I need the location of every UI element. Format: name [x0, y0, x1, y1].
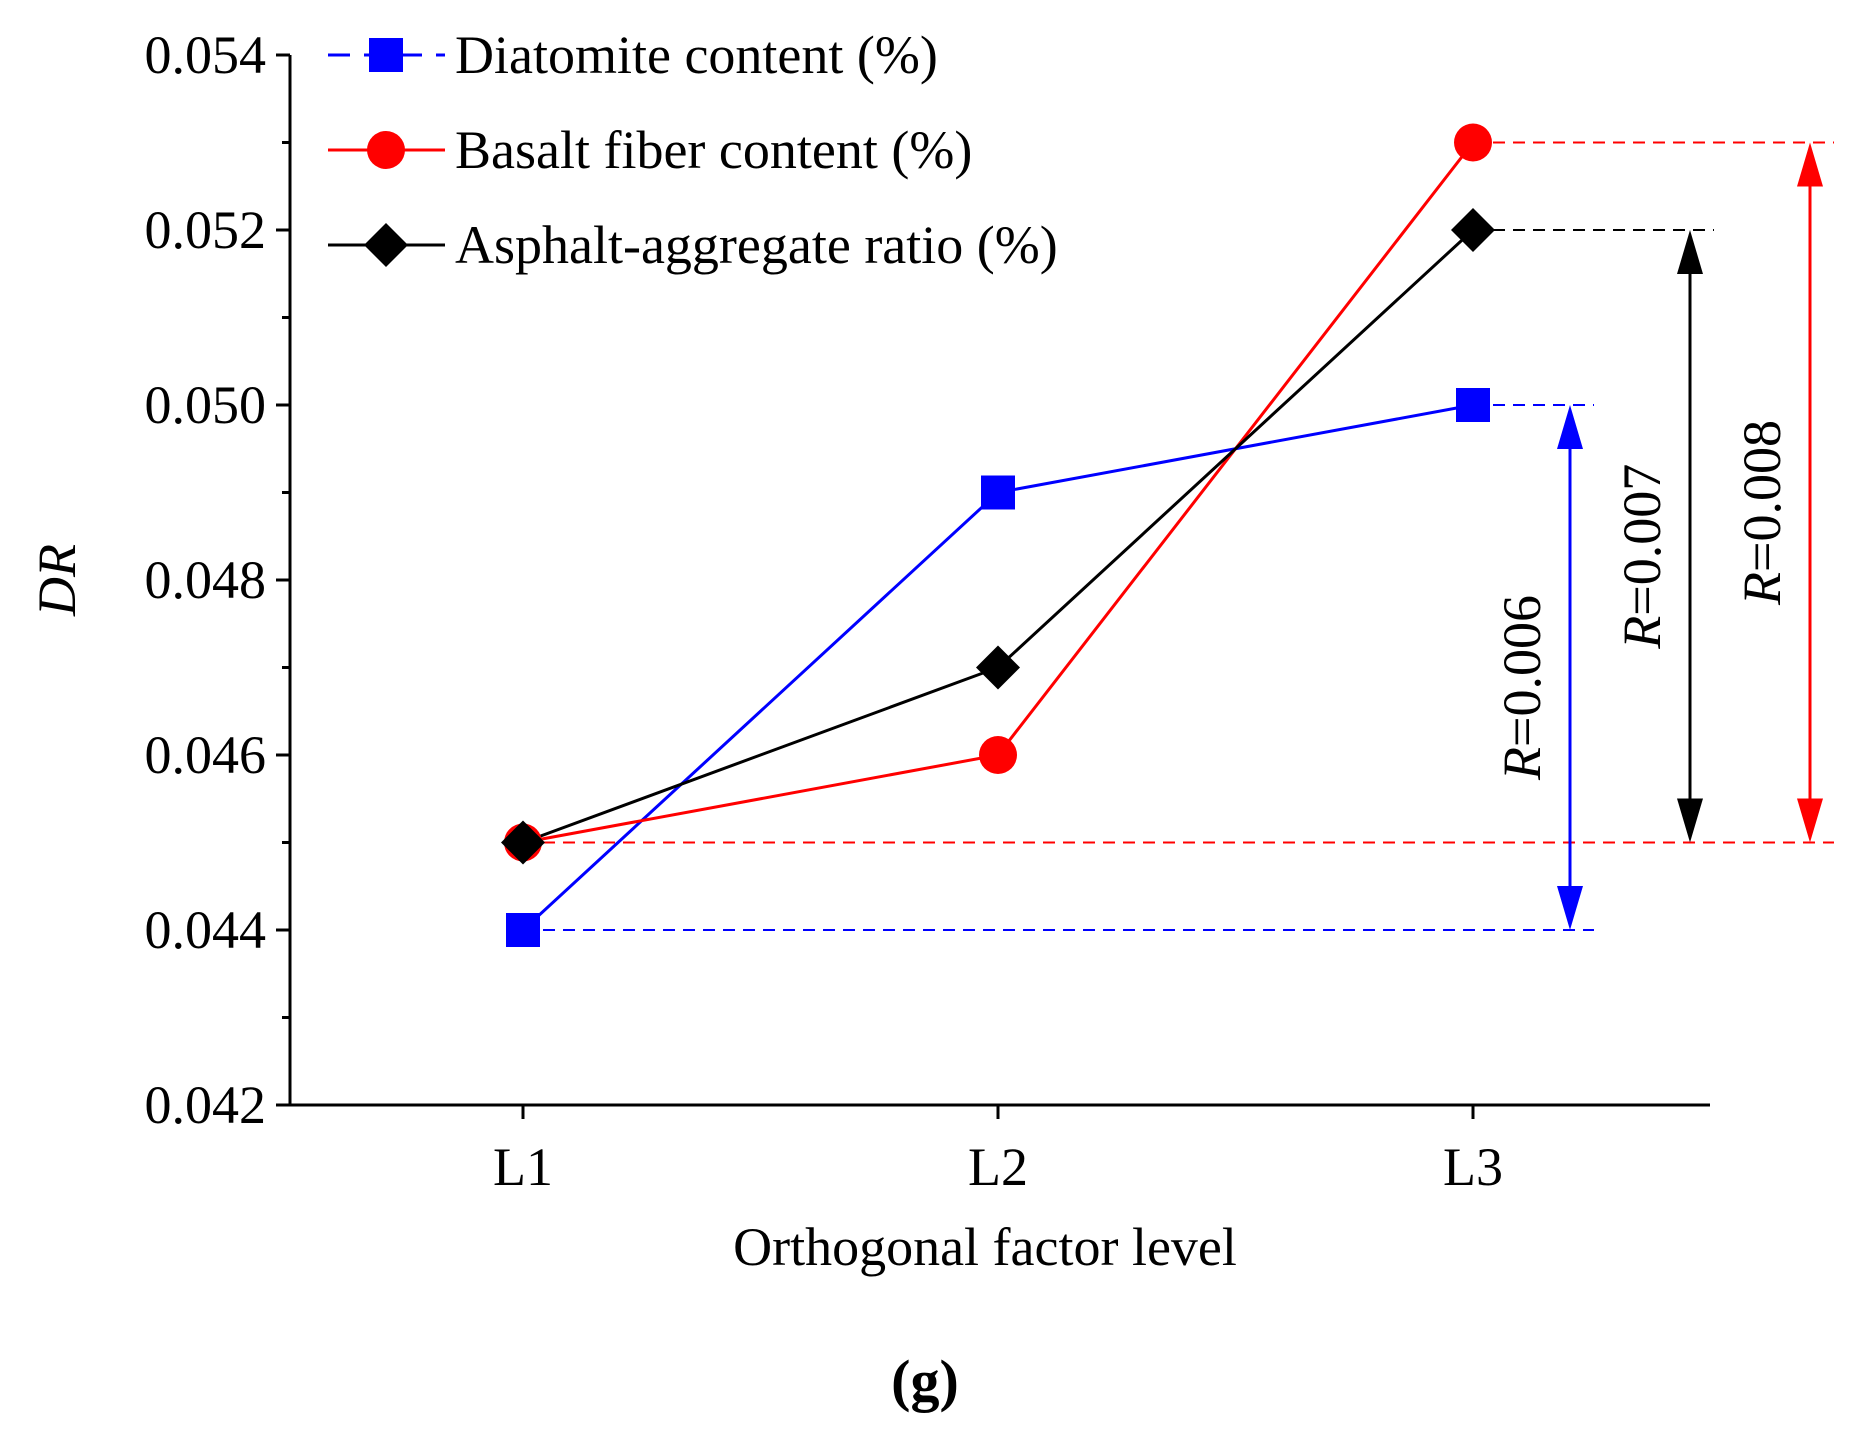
series-point-1-2: [1454, 123, 1492, 162]
legend-marker-0: [369, 38, 403, 72]
series-point-0-1: [981, 475, 1015, 510]
legend: Diatomite content (%) Basalt fiber conten…: [328, 25, 1058, 275]
range-arrow-head-up: [1557, 405, 1583, 449]
range-annotations: R=0.006 R=0.007 R=0.008: [1492, 142, 1823, 930]
legend-label-0: Diatomite content (%): [455, 25, 938, 85]
range-arrow-head-down: [1557, 886, 1583, 930]
series-point-1-1: [979, 736, 1017, 774]
series-point-0-0: [506, 913, 540, 947]
range-label-r: R: [1612, 616, 1672, 650]
range-label: R=0.007: [1612, 464, 1672, 650]
x-tick-label: L1: [493, 1137, 553, 1197]
y-tick-label: 0.042: [145, 1075, 267, 1135]
range-label-value: =0.007: [1612, 464, 1672, 616]
series-point-0-2: [1456, 388, 1490, 422]
series-point-2-0: [501, 820, 545, 865]
range-label-value: =0.006: [1492, 595, 1552, 747]
x-tick-label: L2: [968, 1137, 1028, 1197]
series-point-2-1: [976, 645, 1020, 690]
series-point-2-2: [1451, 208, 1495, 252]
axes: 0.042 0.044 0.046 0.048 0.050 0.052 0.054 L1 L2 L…: [145, 25, 1710, 1197]
x-tick-label: L3: [1443, 1137, 1503, 1197]
panel-label: (g): [891, 1348, 959, 1413]
x-axis-title: Orthogonal factor level: [733, 1217, 1237, 1277]
y-tick-label: 0.050: [145, 375, 267, 435]
range-label-value: =0.008: [1732, 420, 1792, 572]
y-tick-label: 0.048: [145, 550, 267, 610]
y-tick-label: 0.046: [145, 725, 267, 785]
y-tick-label: 0.054: [145, 25, 267, 85]
range-arrow-head-down: [1797, 798, 1823, 843]
legend-marker-2: [364, 223, 408, 267]
legend-label-1: Basalt fiber content (%): [455, 120, 972, 180]
y-axis-title: DR: [27, 544, 87, 617]
range-label: R=0.006: [1492, 595, 1552, 781]
range-label-r: R: [1492, 747, 1552, 781]
y-tick-label: 0.044: [145, 900, 267, 960]
range-label: R=0.008: [1732, 420, 1792, 606]
range-arrow-head-up: [1797, 142, 1823, 187]
range-label-r: R: [1732, 572, 1792, 606]
legend-marker-1: [367, 131, 405, 169]
legend-label-2: Asphalt-aggregate ratio (%): [455, 215, 1058, 275]
series-layer: [501, 123, 1495, 947]
range-guides: [523, 141, 1834, 931]
range-arrow-head-up: [1677, 230, 1703, 274]
y-tick-label: 0.052: [145, 200, 267, 260]
range-arrow-head-down: [1677, 798, 1703, 843]
